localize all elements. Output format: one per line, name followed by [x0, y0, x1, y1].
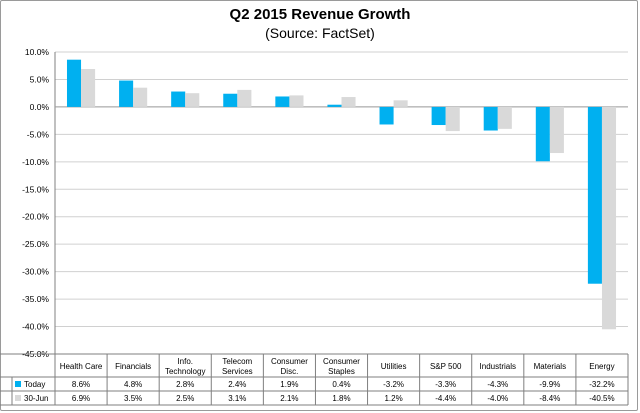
data-label: -4.4% — [435, 394, 456, 403]
legend-swatch — [15, 381, 21, 387]
category-label: Materials — [534, 362, 566, 371]
legend-label: 30-Jun — [24, 394, 48, 403]
bar-30-jun — [81, 69, 96, 107]
bar-30-jun — [393, 100, 408, 107]
y-tick-label: 5.0% — [30, 74, 50, 84]
y-tick-label: -5.0% — [27, 129, 50, 139]
data-label: 6.9% — [72, 394, 90, 403]
bar-30-jun — [601, 106, 617, 330]
data-label: 1.9% — [280, 380, 298, 389]
data-label: 1.2% — [384, 394, 402, 403]
y-tick-label: 10.0% — [25, 47, 50, 57]
data-label: -40.5% — [589, 394, 614, 403]
bar-30-jun — [497, 106, 512, 129]
data-label: -8.4% — [539, 394, 560, 403]
y-tick-label: -35.0% — [22, 294, 49, 304]
chart-subtitle: (Source: FactSet) — [265, 25, 375, 41]
category-label: S&P 500 — [430, 362, 462, 371]
y-tick-label: -40.0% — [22, 322, 49, 332]
chart-title: Q2 2015 Revenue Growth — [229, 6, 411, 23]
data-label: -9.9% — [539, 380, 560, 389]
data-label: 0.4% — [332, 380, 350, 389]
bar-30-jun — [445, 106, 460, 132]
data-label: 2.1% — [280, 394, 298, 403]
category-label: Consumer — [271, 357, 308, 366]
category-label: Utilities — [381, 362, 407, 371]
y-tick-label: -30.0% — [22, 267, 49, 277]
data-label: 4.8% — [124, 380, 142, 389]
bar-30-jun — [341, 97, 356, 107]
category-label: Staples — [328, 367, 355, 376]
bar-today — [275, 96, 290, 107]
legend-swatch — [15, 395, 21, 401]
category-label: Services — [222, 367, 253, 376]
y-tick-label: 0.0% — [30, 102, 50, 112]
data-label: 3.1% — [228, 394, 246, 403]
bar-today — [171, 91, 186, 107]
data-label: 1.8% — [332, 394, 350, 403]
data-label: -32.2% — [589, 380, 614, 389]
category-label: Info. — [177, 357, 193, 366]
bar-today — [483, 106, 498, 131]
bar-today — [535, 106, 550, 162]
data-label: -3.2% — [383, 380, 404, 389]
y-tick-label: -20.0% — [22, 212, 49, 222]
bar-today — [66, 59, 82, 107]
bar-today — [223, 93, 238, 107]
category-label: Financials — [115, 362, 151, 371]
category-label: Health Care — [60, 362, 103, 371]
data-label: -4.0% — [487, 394, 508, 403]
bar-today — [587, 106, 602, 284]
bar-today — [379, 106, 394, 125]
y-tick-label: -10.0% — [22, 157, 49, 167]
data-label: 2.5% — [176, 394, 194, 403]
category-label: Consumer — [323, 357, 360, 366]
bar-30-jun — [133, 87, 148, 107]
bar-30-jun — [237, 89, 252, 107]
bar-today — [327, 104, 342, 107]
data-label: 2.4% — [228, 380, 246, 389]
category-label: Disc. — [281, 367, 299, 376]
bar-30-jun — [289, 95, 304, 107]
data-label: 2.8% — [176, 380, 194, 389]
category-label: Telecom — [222, 357, 252, 366]
y-tick-label: -25.0% — [22, 239, 49, 249]
category-label: Industrials — [480, 362, 516, 371]
data-label: 3.5% — [124, 394, 142, 403]
data-label: -3.3% — [435, 380, 456, 389]
bar-30-jun — [549, 106, 564, 154]
legend-label: Today — [24, 380, 45, 389]
category-label: Energy — [589, 362, 614, 371]
y-tick-label: -15.0% — [22, 184, 49, 194]
bar-30-jun — [185, 93, 200, 107]
bar-today — [431, 106, 446, 126]
data-label: -4.3% — [487, 380, 508, 389]
category-label: Technology — [165, 367, 205, 376]
data-label: 8.6% — [72, 380, 90, 389]
bar-today — [119, 80, 134, 107]
